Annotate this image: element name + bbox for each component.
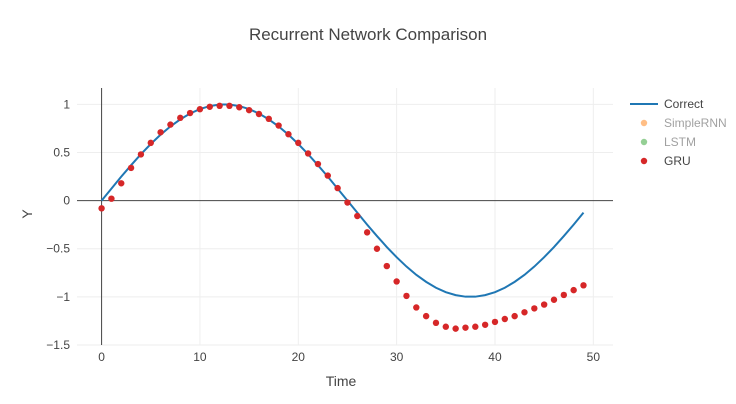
legend-item-gru[interactable]: GRU — [640, 154, 691, 168]
data-point-gru — [580, 282, 587, 289]
data-point-gru — [118, 180, 125, 187]
y-axis-title: Y — [19, 209, 35, 219]
data-point-gru — [324, 172, 331, 179]
data-point-gru — [167, 121, 174, 128]
data-point-gru — [501, 315, 509, 323]
data-point-gru — [432, 319, 440, 327]
data-point-gru — [550, 296, 558, 303]
data-point-gru — [422, 312, 430, 320]
data-point-gru — [462, 324, 469, 331]
legend-label: LSTM — [664, 135, 696, 149]
data-point-gru — [393, 278, 400, 285]
y-tick-label: −1.5 — [46, 338, 70, 352]
data-point-gru — [216, 102, 223, 110]
x-tick-label: 50 — [587, 350, 601, 364]
data-point-gru — [304, 150, 312, 157]
legend-item-correct[interactable]: Correct — [630, 97, 704, 111]
data-point-gru — [177, 114, 184, 122]
legend-swatch-marker — [640, 138, 648, 146]
x-tick-label: 10 — [193, 350, 207, 364]
data-point-gru — [186, 109, 194, 117]
x-tick-label: 0 — [98, 350, 105, 364]
data-point-gru — [540, 301, 548, 308]
data-point-gru — [363, 229, 371, 236]
data-point-gru — [383, 262, 390, 270]
data-point-gru — [472, 323, 479, 330]
data-point-gru — [275, 122, 282, 129]
data-point-gru — [452, 325, 459, 332]
data-point-gru — [344, 199, 351, 206]
data-point-gru — [137, 151, 145, 158]
x-tick-label: 30 — [390, 350, 404, 364]
data-point-gru — [206, 103, 213, 110]
data-point-gru — [442, 323, 450, 330]
data-point-gru — [157, 129, 164, 136]
legend-label: Correct — [664, 97, 704, 111]
data-point-gru — [334, 184, 341, 192]
grid — [77, 88, 613, 346]
data-point-gru — [481, 321, 489, 328]
tick-labels: 0 10 20 30 40 50 −1.5 −1 −0.5 0 0.5 1 — [46, 97, 600, 364]
y-tick-label: −0.5 — [46, 242, 70, 256]
y-tick-label: 0 — [63, 194, 70, 208]
legend-swatch-marker — [640, 119, 648, 127]
data-point-gru — [521, 309, 528, 316]
legend-swatch-marker — [640, 157, 648, 165]
y-tick-label: 1 — [63, 97, 70, 111]
data-point-gru — [413, 304, 420, 311]
legend-label: GRU — [664, 154, 691, 168]
data-point-gru — [373, 245, 381, 252]
data-point-gru — [314, 160, 322, 168]
data-point-gru — [108, 195, 115, 202]
y-tick-label: −1 — [56, 290, 70, 304]
x-tick-label: 40 — [488, 350, 502, 364]
legend[interactable]: Correct SimpleRNN LSTM GRU — [630, 97, 727, 168]
data-point-gru — [245, 106, 253, 114]
data-point-gru — [226, 102, 233, 110]
data-point-gru — [511, 312, 518, 320]
data-point-gru — [127, 164, 135, 172]
data-point-gru — [147, 139, 154, 147]
data-point-gru — [295, 139, 302, 147]
legend-item-simplernn[interactable]: SimpleRNN — [640, 116, 727, 130]
data-point-gru — [196, 105, 204, 113]
y-tick-label: 0.5 — [53, 145, 70, 159]
data-point-gru — [354, 212, 361, 220]
legend-item-lstm[interactable]: LSTM — [640, 135, 696, 149]
legend-label: SimpleRNN — [664, 116, 727, 130]
data-point-gru — [491, 318, 499, 326]
data-point-gru — [285, 131, 292, 138]
data-point-gru — [236, 104, 243, 111]
series-layer — [98, 102, 587, 332]
data-point-gru — [403, 292, 410, 300]
x-axis-title: Time — [326, 373, 357, 389]
data-point-gru — [265, 115, 272, 123]
data-point-gru — [570, 286, 577, 294]
x-tick-label: 20 — [292, 350, 306, 364]
data-point-gru — [531, 305, 538, 312]
data-point-gru — [560, 291, 568, 299]
data-point-gru — [255, 110, 263, 118]
data-point-gru — [98, 205, 105, 212]
chart-title: Recurrent Network Comparison — [249, 25, 487, 44]
